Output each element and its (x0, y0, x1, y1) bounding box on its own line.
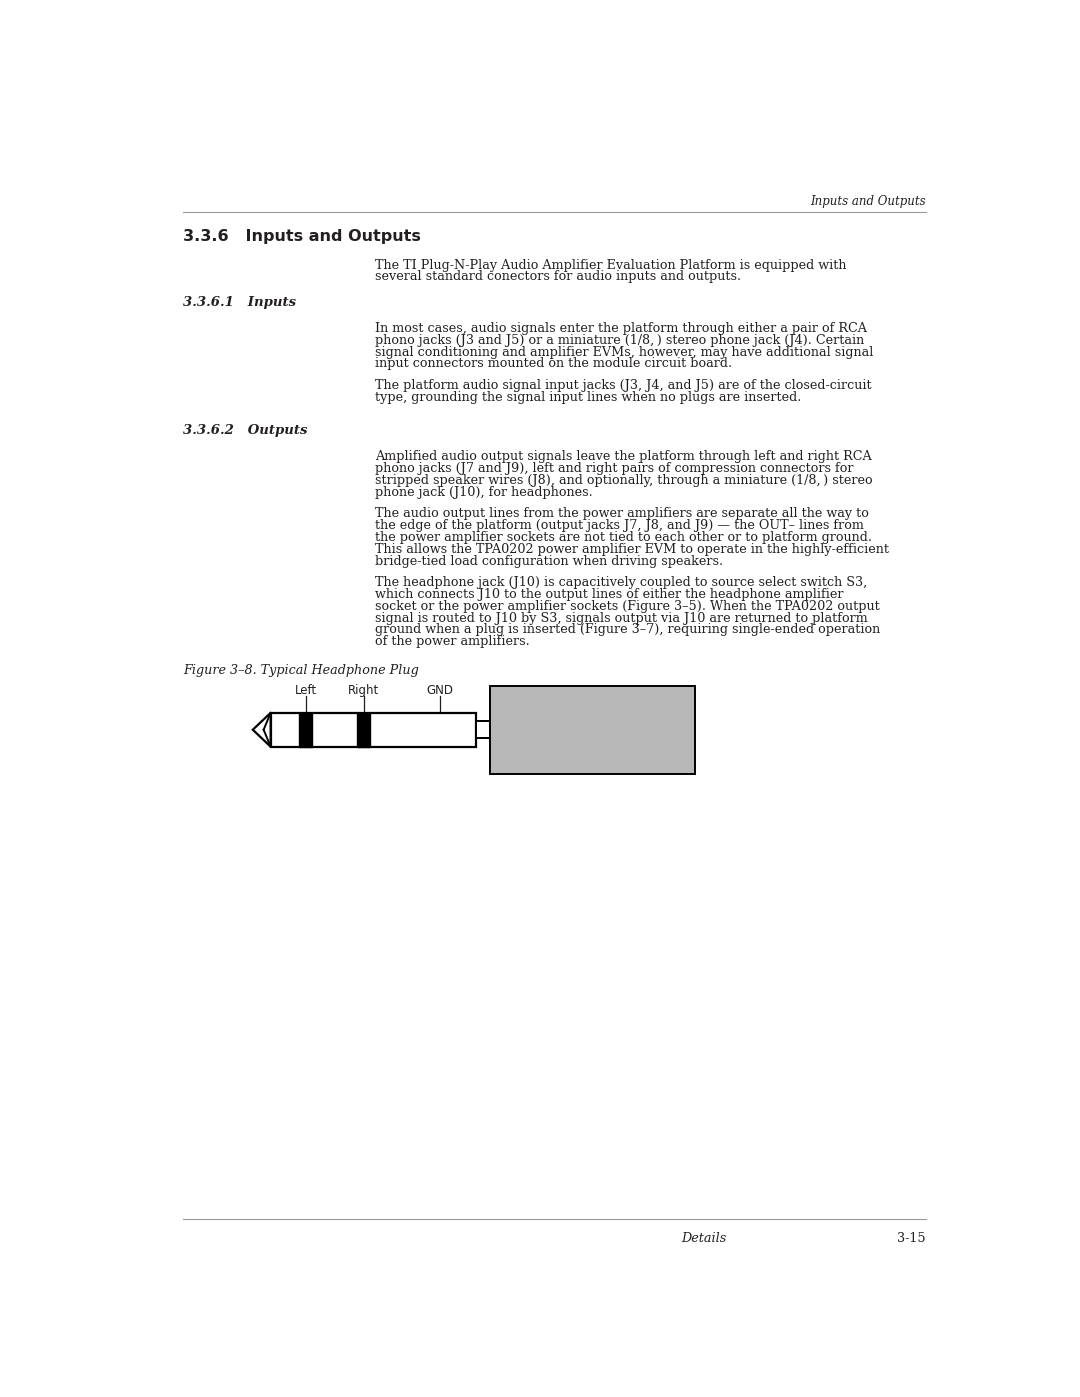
Text: of the power amplifiers.: of the power amplifiers. (375, 636, 530, 648)
Text: ground when a plug is inserted (Figure 3–7), requiring single-ended operation: ground when a plug is inserted (Figure 3… (375, 623, 880, 637)
Text: 3.3.6   Inputs and Outputs: 3.3.6 Inputs and Outputs (183, 229, 421, 244)
Text: Amplified audio output signals leave the platform through left and right RCA: Amplified audio output signals leave the… (375, 450, 872, 462)
Bar (490, 686, 696, 774)
Text: signal is routed to J10 by S3, signals output via J10 are returned to platform: signal is routed to J10 by S3, signals o… (375, 612, 868, 624)
Bar (299, 712, 312, 746)
Text: In most cases, audio signals enter the platform through either a pair of RCA: In most cases, audio signals enter the p… (375, 321, 867, 335)
Text: the power amplifier sockets are not tied to each other or to platform ground.: the power amplifier sockets are not tied… (375, 531, 873, 543)
Bar (357, 712, 369, 746)
Text: GND: GND (427, 683, 454, 697)
Text: 3-15: 3-15 (896, 1232, 926, 1245)
Text: The headphone jack (J10) is capacitively coupled to source select switch S3,: The headphone jack (J10) is capacitively… (375, 576, 867, 588)
Text: Right: Right (348, 683, 379, 697)
Text: input connectors mounted on the module circuit board.: input connectors mounted on the module c… (375, 358, 732, 370)
Text: stripped speaker wires (J8), and optionally, through a miniature (1/8, ) stereo: stripped speaker wires (J8), and optiona… (375, 474, 873, 486)
Text: Figure 3–8. Typical Headphone Plug: Figure 3–8. Typical Headphone Plug (183, 665, 419, 678)
Polygon shape (253, 712, 271, 746)
Text: Left: Left (295, 683, 316, 697)
Text: 3.3.6.1   Inputs: 3.3.6.1 Inputs (183, 296, 296, 309)
Text: 3.3.6.2   Outputs: 3.3.6.2 Outputs (183, 425, 308, 437)
Text: signal conditioning and amplifier EVMs, however, may have additional signal: signal conditioning and amplifier EVMs, … (375, 345, 874, 359)
Bar (271, 712, 476, 746)
Text: which connects J10 to the output lines of either the headphone amplifier: which connects J10 to the output lines o… (375, 588, 843, 601)
Text: This allows the TPA0202 power amplifier EVM to operate in the highly-efficient: This allows the TPA0202 power amplifier … (375, 542, 889, 556)
Text: The TI Plug-N-Play Audio Amplifier Evaluation Platform is equipped with: The TI Plug-N-Play Audio Amplifier Evalu… (375, 258, 847, 271)
Text: phono jacks (J7 and J9), left and right pairs of compression connectors for: phono jacks (J7 and J9), left and right … (375, 462, 854, 475)
Text: phone jack (J10), for headphones.: phone jack (J10), for headphones. (375, 486, 593, 499)
Text: several standard conectors for audio inputs and outputs.: several standard conectors for audio inp… (375, 271, 741, 284)
Text: socket or the power amplifier sockets (Figure 3–5). When the TPA0202 output: socket or the power amplifier sockets (F… (375, 599, 880, 613)
Text: bridge-tied load configuration when driving speakers.: bridge-tied load configuration when driv… (375, 555, 724, 567)
Text: The platform audio signal input jacks (J3, J4, and J5) are of the closed-circuit: The platform audio signal input jacks (J… (375, 379, 872, 391)
Text: Inputs and Outputs: Inputs and Outputs (810, 194, 926, 208)
Text: phono jacks (J3 and J5) or a miniature (1/8, ) stereo phone jack (J4). Certain: phono jacks (J3 and J5) or a miniature (… (375, 334, 864, 346)
Text: type, grounding the signal input lines when no plugs are inserted.: type, grounding the signal input lines w… (375, 391, 801, 404)
Bar (476, 721, 490, 738)
Text: Details: Details (681, 1232, 727, 1245)
Text: The audio output lines from the power amplifiers are separate all the way to: The audio output lines from the power am… (375, 507, 869, 520)
Text: the edge of the platform (output jacks J7, J8, and J9) — the OUT– lines from: the edge of the platform (output jacks J… (375, 518, 864, 532)
